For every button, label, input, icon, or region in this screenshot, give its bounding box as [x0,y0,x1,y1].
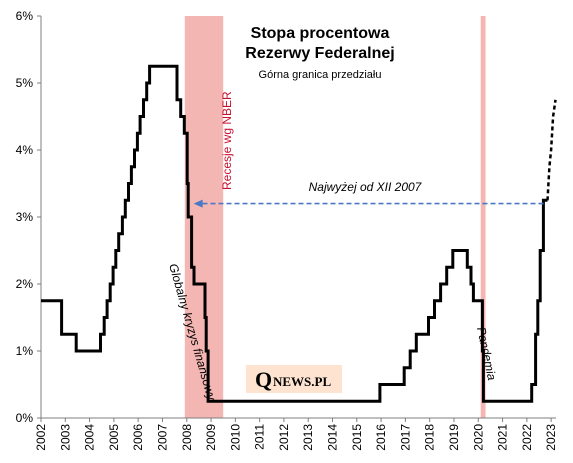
arrow-label: Najwyżej od XII 2007 [309,180,423,194]
recession-label: Recesje wg NBER [220,91,234,190]
x-tick-label: 2022 [520,424,534,451]
x-tick-label: 2014 [326,424,340,451]
series-line-projection [546,99,557,201]
x-tick-labels: 2002 2003 2004 2005 2006 2007 2008 2009 2010 2011… [34,424,558,451]
arrow-annotation [193,199,544,208]
x-tick-label: 2005 [107,424,121,451]
x-tick-label: 2018 [423,424,437,451]
series-line-actual [41,64,548,403]
chart-title: Stopa procentowa [251,25,390,42]
x-tick-label: 2015 [350,424,364,451]
x-tick-label: 2008 [180,424,194,451]
chart-note: Górna granica przedziału [259,69,382,81]
x-tick-label: 2006 [131,424,145,451]
x-tick-label: 2021 [496,424,510,451]
x-tick-label: 2012 [277,424,291,451]
y-tick-label: 0% [16,411,34,425]
y-tick-label: 4% [16,143,34,157]
y-tick-label: 5% [16,76,34,90]
x-tick-label: 2011 [253,424,267,450]
y-tick-label: 3% [16,210,34,224]
arrow-head [193,199,203,208]
logo-text: NEWS.PL [273,374,331,389]
x-tick-label: 2020 [471,424,485,451]
y-tick-labels: 0% 1% 2% 3% 4% 5% 6% [16,9,34,425]
x-tick-label: 2003 [58,424,72,451]
logo: Q NEWS.PL [246,365,342,393]
x-tick-label: 2007 [155,424,169,451]
x-tick-label: 2004 [83,424,97,451]
pandemic-label: Pandemia [474,326,499,382]
x-tick-label: 2023 [544,424,558,451]
x-tick-label: 2016 [374,424,388,451]
recession-band-1 [480,16,486,418]
axes [37,15,556,422]
x-tick-label: 2013 [301,424,315,451]
y-tick-label: 6% [16,9,34,23]
series [41,64,557,403]
chart-subtitle: Rezerwy Federalnej [245,45,394,62]
logo-q: Q [255,367,272,392]
x-tick-label: 2019 [447,424,461,451]
y-tick-label: 1% [16,344,34,358]
y-tick-label: 2% [16,277,34,291]
x-tick-label: 2010 [228,424,242,451]
x-tick-label: 2002 [34,424,48,451]
x-tick-label: 2017 [398,424,412,451]
logo-background [246,365,342,393]
x-tick-label: 2009 [204,424,218,451]
